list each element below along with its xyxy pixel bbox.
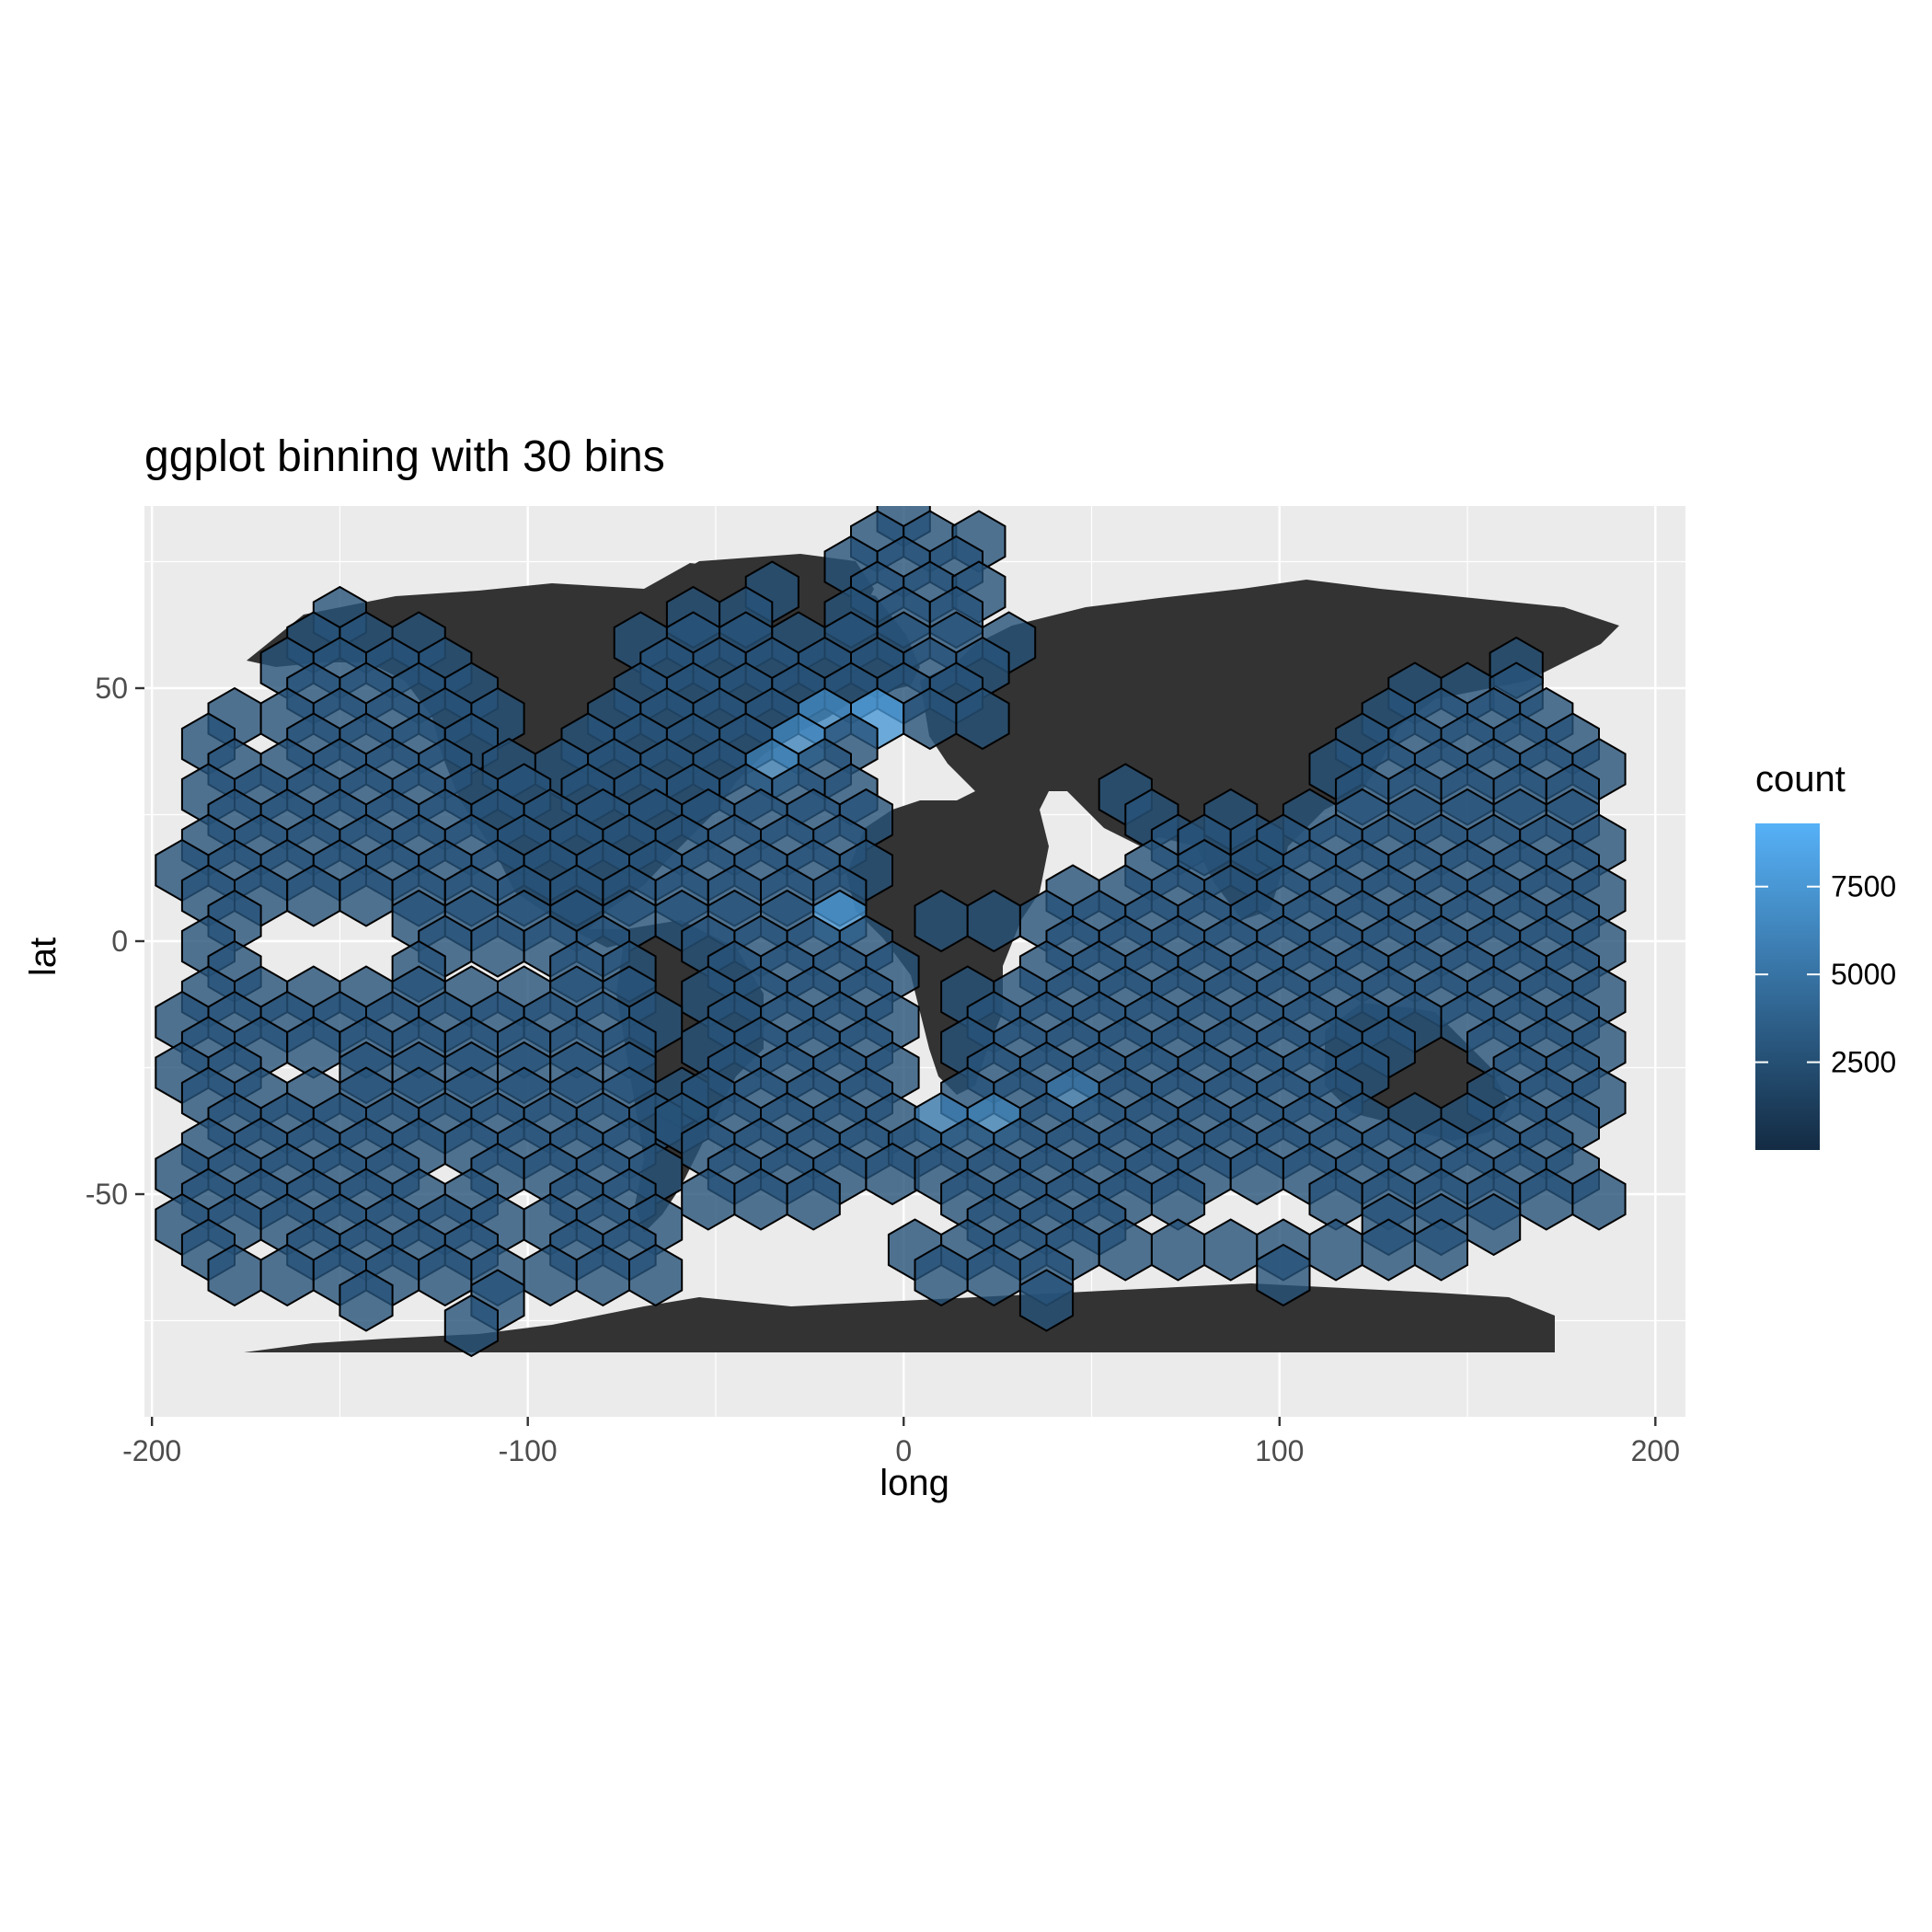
legend-tick-label: 5000 (1831, 958, 1896, 991)
x-axis: -200 -100 0 100 200 (122, 1417, 1680, 1467)
legend-title: count (1755, 759, 1846, 799)
hex-bin (1466, 1192, 1522, 1257)
legend: count 2500 5000 7500 (1755, 759, 1896, 1150)
hex-bins (155, 506, 1627, 1358)
hex-bin (1018, 1269, 1075, 1332)
hex-bin (628, 1243, 684, 1307)
x-tick-label: 100 (1255, 1434, 1304, 1467)
hex-bin (786, 1167, 841, 1231)
y-tick-label: 0 (111, 925, 128, 958)
y-tick-label: -50 (86, 1178, 128, 1211)
y-axis: -50 0 50 (86, 672, 144, 1211)
x-axis-label: long (880, 1463, 949, 1503)
y-axis-label: lat (23, 937, 63, 976)
legend-colorbar (1755, 823, 1820, 1150)
hex-bin (1256, 1243, 1311, 1307)
x-tick-label: 200 (1631, 1434, 1680, 1467)
legend-ticks: 2500 5000 7500 (1755, 870, 1896, 1079)
land-antarctica (244, 1283, 1555, 1352)
hex-bin (1571, 1167, 1627, 1231)
x-tick-label: 0 (895, 1434, 912, 1467)
legend-tick-label: 2500 (1831, 1046, 1896, 1079)
chart-title: ggplot binning with 30 bins (144, 432, 665, 481)
y-tick-label: 50 (95, 672, 128, 705)
legend-tick-label: 7500 (1831, 870, 1896, 903)
hex-bin (443, 1294, 499, 1358)
hex-bin (339, 1269, 394, 1332)
x-tick-label: -200 (122, 1434, 181, 1467)
hex-bin (955, 686, 1010, 751)
x-tick-label: -100 (499, 1434, 558, 1467)
hex-bin (1413, 1218, 1468, 1282)
